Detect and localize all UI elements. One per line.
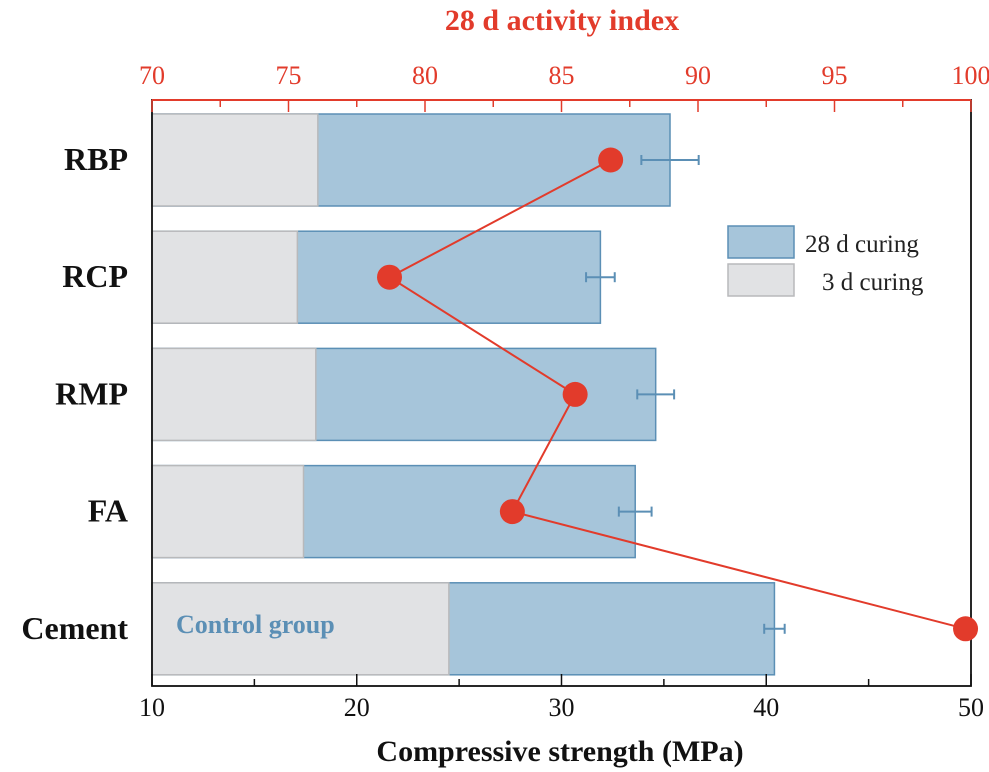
top-axis-title: 28 d activity index	[445, 4, 679, 37]
category-label-rbp: RBP	[64, 141, 128, 177]
x-tick-label-10: 10	[139, 693, 165, 722]
category-label-rmp: RMP	[55, 375, 128, 411]
top-tick-label-85: 85	[549, 61, 575, 90]
top-tick-label-70: 70	[139, 61, 165, 90]
category-label-cement: Cement	[21, 610, 128, 646]
bar-3d-rcp	[151, 230, 299, 324]
top-tick-label-75: 75	[276, 61, 302, 90]
bar-3d-rbp	[151, 113, 319, 207]
top-tick-label-95: 95	[822, 61, 848, 90]
category-label-rcp: RCP	[62, 258, 128, 294]
x-tick-label-40: 40	[753, 693, 779, 722]
top-tick-label-90: 90	[685, 61, 711, 90]
category-label-fa: FA	[88, 493, 128, 529]
legend-label-3d: 3 d curing	[822, 269, 924, 296]
bar-3d-rmp	[151, 347, 317, 442]
legend: 28 d curing 3 d curing	[727, 225, 924, 297]
x-tick-label-20: 20	[344, 693, 370, 722]
bar-3d-cement	[151, 582, 450, 676]
activity-point-rmp	[562, 381, 588, 407]
activity-point-cement	[953, 616, 979, 642]
activity-point-rbp	[598, 147, 624, 173]
x-tick-label-50: 50	[958, 693, 984, 722]
top-tick-label-100: 100	[952, 61, 989, 90]
x-axis-title: Compressive strength (MPa)	[376, 735, 743, 768]
activity-point-rcp	[377, 264, 403, 290]
top-tick-label-80: 80	[412, 61, 438, 90]
activity-point-fa	[499, 499, 525, 525]
legend-swatch-3d	[727, 263, 795, 297]
x-tick-label-30: 30	[549, 693, 575, 722]
legend-label-28d: 28 d curing	[805, 231, 919, 258]
bar-3d-fa	[151, 464, 305, 559]
legend-swatch-28d	[727, 225, 795, 259]
control-group-annotation: Control group	[176, 610, 335, 639]
